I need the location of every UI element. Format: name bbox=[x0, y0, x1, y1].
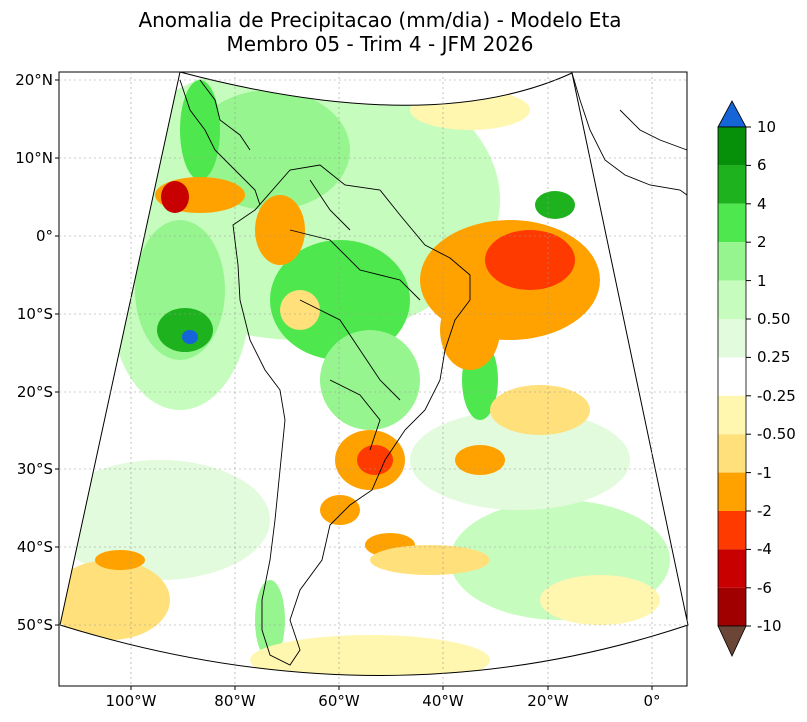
colorbar-label: 2 bbox=[757, 233, 767, 251]
lat-label-30s: 30°S bbox=[16, 460, 53, 478]
lat-label-10s: 10°S bbox=[16, 305, 53, 323]
gridlines bbox=[59, 72, 687, 686]
lat-label-20s: 20°S bbox=[16, 383, 53, 401]
lon-label-20w: 20°W bbox=[527, 692, 569, 710]
lon-label-40w: 40°W bbox=[422, 692, 464, 710]
domain-outline bbox=[59, 71, 689, 676]
colorbar-label: 10 bbox=[757, 118, 777, 136]
colorbar-label: 0.25 bbox=[757, 348, 791, 366]
colorbar-label: 1 bbox=[757, 272, 767, 290]
lon-label-0: 0° bbox=[643, 692, 661, 710]
map-title-line1: Anomalia de Precipitacao (mm/dia) - Mode… bbox=[138, 8, 622, 32]
coastlines bbox=[179, 72, 688, 666]
map-title-line2: Membro 05 - Trim 4 - JFM 2026 bbox=[226, 32, 534, 56]
colorbar-label: -0.25 bbox=[757, 387, 796, 405]
colorbar-label: -1 bbox=[757, 464, 772, 482]
colorbar-over-triangle bbox=[717, 100, 747, 128]
lon-label-100w: 100°W bbox=[105, 692, 157, 710]
anomaly-field bbox=[60, 72, 688, 676]
lat-label-0: 0° bbox=[35, 227, 53, 245]
lat-label-20n: 20°N bbox=[15, 71, 53, 89]
colorbar-label: -2 bbox=[757, 502, 772, 520]
colorbar-label: 6 bbox=[757, 156, 767, 174]
lon-label-80w: 80°W bbox=[214, 692, 256, 710]
colorbar-label: 0.50 bbox=[757, 310, 791, 328]
colorbar-label: -10 bbox=[757, 617, 782, 635]
colorbar bbox=[717, 100, 751, 657]
axis-ticks bbox=[55, 79, 653, 690]
lat-label-50s: 50°S bbox=[16, 616, 53, 634]
colorbar-label: 4 bbox=[757, 195, 767, 213]
lat-label-10n: 10°N bbox=[15, 149, 53, 167]
colorbar-label: -4 bbox=[757, 540, 772, 558]
colorbar-label: -0.50 bbox=[757, 425, 796, 443]
lat-label-40s: 40°S bbox=[16, 538, 53, 556]
colorbar-under-triangle bbox=[717, 625, 747, 657]
colorbar-label: -6 bbox=[757, 579, 772, 597]
lon-label-60w: 60°W bbox=[318, 692, 360, 710]
